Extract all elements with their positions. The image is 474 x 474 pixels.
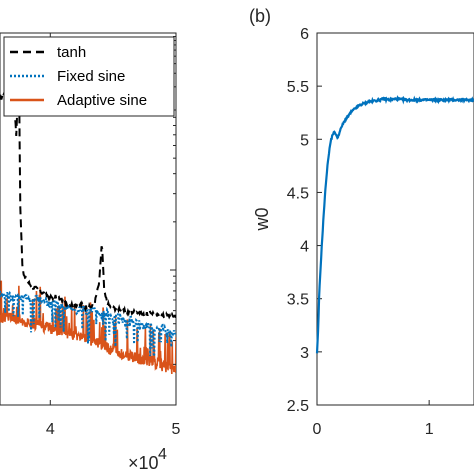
x-tick-label: 4	[46, 421, 55, 438]
series-line-fixed-sine	[0, 290, 176, 357]
y-tick-label: 2.5	[287, 398, 309, 415]
panel-a-axes-box	[0, 32, 177, 406]
legend: tanh Fixed sine Adaptive sine	[3, 36, 175, 117]
series-line-w0	[315, 95, 474, 354]
y-tick-label: 4.5	[287, 185, 309, 202]
y-axis-label: w0	[252, 207, 272, 231]
y-tick-label: 3.5	[287, 292, 309, 309]
y-tick-label: 3	[300, 345, 309, 362]
legend-label-adaptive-sine: Adaptive sine	[57, 92, 147, 109]
panel-b-axes-box	[316, 32, 474, 406]
x-exponent-base: ×10	[128, 453, 159, 473]
series-line-tanh	[0, 62, 176, 322]
y-tick-label: 5.5	[287, 79, 309, 96]
legend-label-tanh: tanh	[57, 44, 86, 61]
y-tick-label: 5	[300, 132, 309, 149]
x-tick-label: 5	[172, 421, 181, 438]
x-tick-label: 0	[313, 421, 322, 438]
panel-b-label: (b)	[249, 6, 271, 26]
legend-box	[3, 36, 175, 117]
legend-label-fixed-sine: Fixed sine	[57, 68, 125, 85]
y-tick-label: 4	[300, 239, 309, 256]
x-tick-label: 1	[425, 421, 434, 438]
y-tick-label: 6	[300, 26, 309, 43]
x-exponent-power: 4	[158, 446, 167, 463]
panel-b-chart: (b) 2.5 3 3.5 4 4.5 5 5.5 6 0 1 w0	[249, 6, 474, 438]
